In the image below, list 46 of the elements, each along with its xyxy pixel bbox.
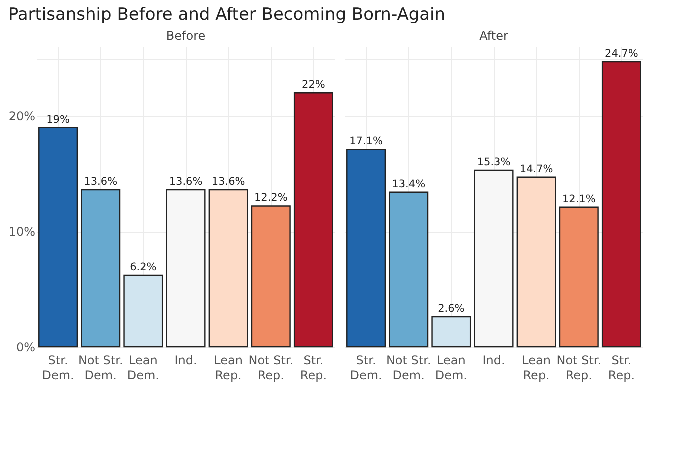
- chart-subtitle: Before: [166, 29, 206, 43]
- bar: [251, 206, 291, 348]
- data-label: 19%: [46, 114, 70, 126]
- data-label: 13.6%: [212, 176, 246, 188]
- bar: [432, 316, 472, 348]
- x-tick-label: Str. Dem.: [350, 354, 382, 382]
- y-tick-label: 20%: [8, 110, 36, 124]
- bar: [389, 192, 429, 348]
- data-label: 14.7%: [520, 163, 554, 176]
- x-tick-label: Not Str. Dem.: [78, 354, 124, 382]
- x-tick-label: Not Str. Rep.: [556, 354, 602, 382]
- x-tick-label: Lean Rep.: [522, 354, 551, 382]
- data-label: 6.2%: [130, 261, 157, 274]
- x-tick-label: Lean Dem.: [127, 354, 160, 382]
- x-tick-label: Ind.: [482, 354, 506, 368]
- data-label: 2.6%: [438, 303, 465, 315]
- x-tick-label: Lean Rep.: [214, 354, 243, 382]
- data-label: 13.6%: [84, 176, 118, 188]
- bar: [294, 92, 334, 348]
- y-tick-label: 10%: [8, 225, 36, 240]
- bar: [124, 274, 164, 348]
- bar: [516, 176, 556, 348]
- x-tick-label: Not Str. Rep.: [248, 354, 294, 382]
- x-tick-label: Lean Dem.: [435, 354, 468, 382]
- y-tick-label: 0%: [16, 340, 36, 354]
- data-label: 24.7%: [605, 48, 638, 60]
- bar: [602, 61, 642, 348]
- x-tick-label: Str. Rep.: [300, 354, 328, 382]
- data-label: 17.1%: [350, 136, 383, 148]
- bar: [38, 127, 78, 348]
- bar: [559, 206, 599, 348]
- bar: [81, 189, 121, 348]
- x-tick-label: Str. Dem.: [42, 354, 74, 382]
- chart-subtitle: After: [480, 29, 508, 43]
- x-tick-label: Not Str. Dem.: [386, 354, 432, 382]
- bar: [208, 189, 248, 348]
- x-tick-label: Ind.: [174, 354, 198, 368]
- data-label: 12.1%: [562, 193, 596, 206]
- data-label: 13.6%: [169, 176, 203, 188]
- x-tick-label: Str. Rep.: [608, 354, 636, 382]
- data-label: 22%: [302, 79, 326, 92]
- chart-title: Partisanship Before and After Becoming Born-Again: [8, 5, 446, 25]
- data-label: 12.2%: [254, 192, 288, 204]
- data-label: 15.3%: [477, 156, 511, 168]
- bar: [346, 149, 386, 348]
- data-label: 13.4%: [392, 178, 426, 190]
